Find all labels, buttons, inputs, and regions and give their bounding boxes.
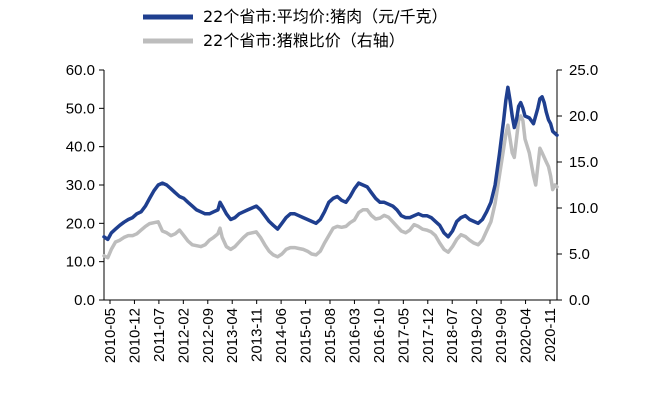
x-tick-label: 2015-01 [298,308,315,363]
x-tick-label: 2017-12 [420,308,437,363]
left-tick-label: 40.0 [66,139,95,156]
series-line-pork-price [102,85,559,242]
right-tick-label: 15.0 [569,154,598,171]
x-tick-label: 2017-05 [395,308,412,363]
right-tick-label: 0.0 [569,292,590,309]
x-tick-label: 2014-06 [273,308,290,363]
x-tick-label: 2013-11 [249,308,266,362]
x-tick-label: 2012-09 [200,308,217,363]
series-line-hog-grain-ratio [102,114,559,260]
left-tick-label: 30.0 [66,177,95,194]
legend: 22个省市:平均价:猪肉（元/千克） 22个省市:猪粮比价（右轴） [143,7,448,50]
x-tick-label: 2020-04 [518,308,535,363]
x-tick-label: 2019-02 [469,308,486,363]
left-axis-ticks: 0.0 10.0 20.0 30.0 40.0 50.0 60.0 [66,62,104,309]
x-tick-label: 2013-04 [224,308,241,363]
left-tick-label: 10.0 [66,254,95,271]
x-tick-label: 2018-07 [444,308,461,363]
x-tick-label: 2011-07 [151,308,168,362]
right-axis-ticks: 0.0 5.0 10.0 15.0 20.0 25.0 [557,62,598,309]
series-layer [102,85,559,260]
legend-label-pork-price: 22个省市:平均价:猪肉（元/千克） [203,7,448,26]
left-tick-label: 20.0 [66,215,95,232]
right-tick-label: 20.0 [569,108,598,125]
left-tick-label: 50.0 [66,100,95,117]
x-tick-label: 2016-10 [371,308,388,363]
x-tick-label: 2016-03 [346,308,363,363]
x-tick-label: 2010-05 [102,308,119,363]
x-tick-label: 2010-12 [126,308,143,363]
x-tick-label: 2020-11 [542,308,559,362]
x-tick-label: 2015-08 [322,308,339,363]
x-axis-ticks: 2010-05 2010-12 2011-07 2012-02 2012-09 2013-… [102,300,559,363]
right-tick-label: 5.0 [569,246,590,263]
left-tick-label: 0.0 [74,292,95,309]
left-tick-label: 60.0 [66,62,95,79]
x-tick-label: 2019-09 [493,308,510,363]
right-tick-label: 25.0 [569,62,598,79]
legend-label-hog-grain-ratio: 22个省市:猪粮比价（右轴） [203,31,405,50]
x-tick-label: 2012-02 [175,308,192,363]
right-tick-label: 10.0 [569,200,598,217]
